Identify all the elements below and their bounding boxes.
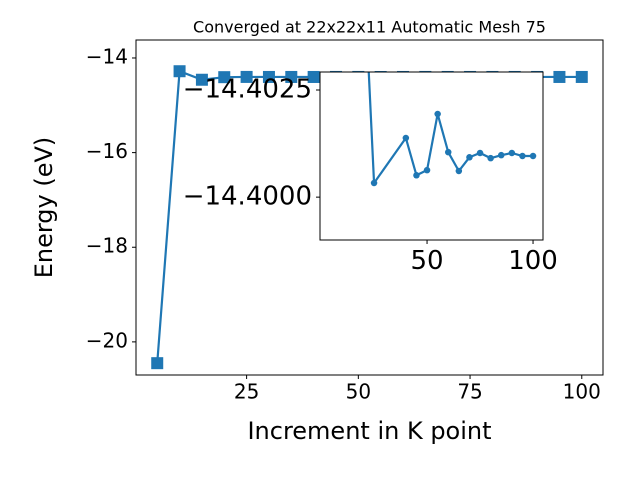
marker xyxy=(240,70,253,83)
axes-frame xyxy=(135,39,604,376)
marker xyxy=(370,179,378,187)
marker xyxy=(218,71,231,84)
y-tick-label: −20 xyxy=(86,328,128,352)
y-axis-label: Energy (eV) xyxy=(30,137,58,279)
marker xyxy=(423,166,431,174)
marker xyxy=(455,167,463,175)
axes-frame xyxy=(319,71,544,241)
x-tick-label: 75 xyxy=(457,380,482,404)
x-tick-label: 100 xyxy=(508,246,558,276)
marker xyxy=(307,70,320,83)
y-tick-label: −16 xyxy=(86,139,128,163)
x-axis-label: Increment in K point xyxy=(247,417,491,445)
marker xyxy=(575,70,588,83)
plot-series xyxy=(367,72,537,187)
y-tick-label: −14.4000 xyxy=(183,182,312,212)
y-tick-label: −14 xyxy=(86,44,128,68)
marker xyxy=(508,149,516,157)
marker xyxy=(487,154,494,162)
marker xyxy=(476,149,484,157)
x-tick-label: 50 xyxy=(411,246,444,276)
marker xyxy=(529,152,537,160)
marker xyxy=(497,151,505,159)
y-tick-label: −18 xyxy=(86,234,128,258)
marker xyxy=(434,110,441,118)
marker xyxy=(285,70,298,83)
plot-area xyxy=(320,72,543,240)
marker xyxy=(466,154,473,161)
marker xyxy=(173,65,186,78)
marker xyxy=(402,134,410,142)
chart-title: Converged at 22x22x11 Automatic Mesh 75 xyxy=(193,18,546,37)
y-tick-label: −14.4025 xyxy=(183,75,312,105)
marker xyxy=(519,152,526,160)
x-tick-label: 50 xyxy=(346,380,371,404)
marker xyxy=(195,73,208,86)
marker xyxy=(444,148,452,156)
x-tick-label: 25 xyxy=(234,380,259,404)
marker xyxy=(151,357,164,370)
marker xyxy=(413,172,420,179)
x-tick-label: 100 xyxy=(563,380,601,404)
marker xyxy=(553,70,566,83)
marker xyxy=(262,70,275,83)
